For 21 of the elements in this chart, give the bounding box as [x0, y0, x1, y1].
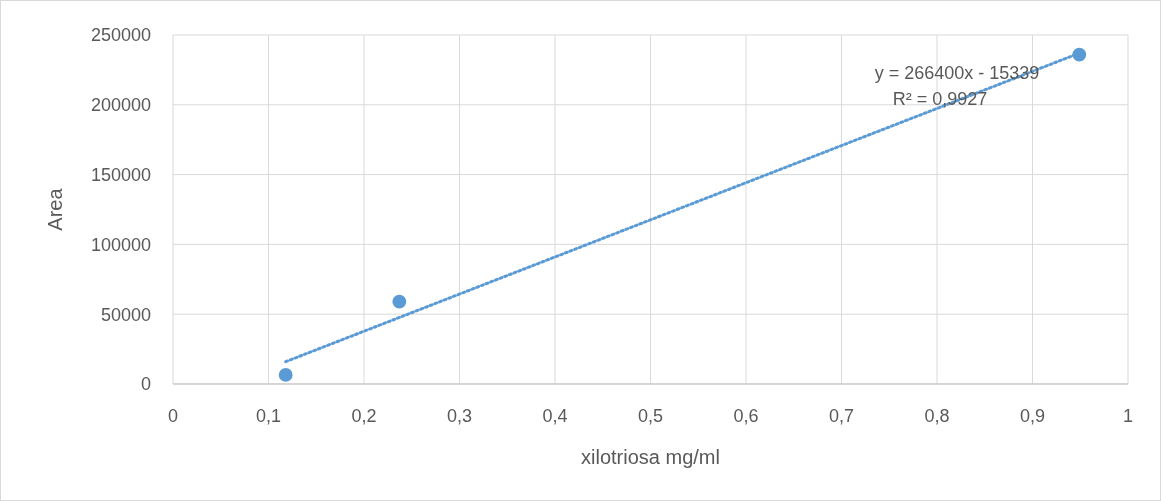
point — [392, 294, 407, 309]
y-tick-label: 250000 — [90, 25, 151, 46]
y-tick-label: 100000 — [90, 234, 151, 255]
x-tick-label: 0,3 — [446, 406, 473, 426]
y-tick-label: 200000 — [90, 95, 151, 116]
y-axis-title: Area — [44, 187, 66, 231]
y-tick-label: 150000 — [90, 164, 151, 185]
y-tick-label: 0 — [140, 374, 151, 395]
x-axis-title: xilotriosa mg/ml — [581, 446, 720, 468]
y-tick-label: 50000 — [100, 304, 151, 325]
x-tick-label: 0,8 — [924, 406, 950, 426]
point — [278, 368, 293, 382]
x-tick-label: 0 — [167, 406, 179, 426]
x-tick-label: 0,6 — [733, 406, 759, 426]
x-tick-label: 0,5 — [637, 406, 664, 426]
x-tick-label: 1 — [1122, 406, 1134, 426]
x-tick-label: 0,1 — [255, 406, 282, 426]
x-tick-label: 0,2 — [351, 406, 377, 426]
x-tick-label: 0,9 — [1019, 406, 1046, 426]
x-tick-label: 0,4 — [542, 406, 568, 426]
x-tick-label: 0,7 — [828, 406, 855, 426]
